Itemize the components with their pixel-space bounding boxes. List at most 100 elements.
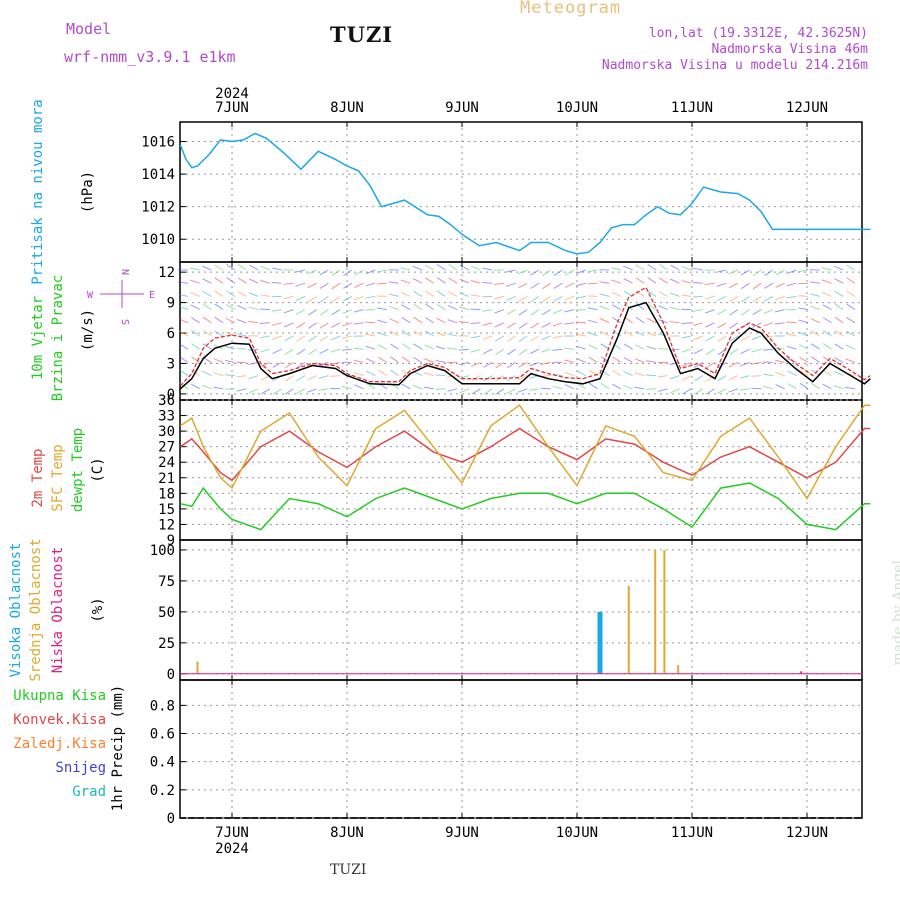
- pressure-frame: [179, 121, 863, 263]
- wind-arrow: [318, 375, 329, 379]
- wind-arrow: [587, 307, 598, 311]
- wind-arrow: [717, 335, 727, 342]
- wind-arrow: [670, 278, 680, 284]
- wind-arrow: [645, 374, 657, 377]
- wind-arrow: [670, 388, 680, 394]
- wind-arrow: [319, 309, 329, 316]
- wind-arrow: [669, 306, 680, 311]
- wind-arrow: [645, 388, 657, 390]
- wind-arrow: [564, 282, 575, 288]
- wind-arrow: [506, 361, 516, 369]
- wind-arrow: [530, 269, 540, 276]
- wind-arrow: [599, 305, 610, 311]
- wind-arrow: [564, 309, 575, 313]
- wind-arrow: [389, 330, 399, 337]
- wind-arrow: [798, 282, 809, 285]
- wind-arrow: [763, 322, 774, 327]
- wind-arrow: [810, 305, 820, 311]
- wind-arrow: [224, 359, 235, 363]
- wind-arrow: [435, 331, 446, 337]
- wind-arrows: [178, 263, 856, 395]
- wind-arrow: [845, 344, 856, 350]
- top-day-label: 11JUN: [671, 100, 713, 116]
- bottom-day-label: 8JUN: [330, 825, 364, 841]
- wind-arrow: [587, 282, 598, 285]
- temp-line-dewpt: [180, 482, 871, 531]
- temperature-ytick-label: 30: [158, 424, 175, 440]
- temp-line-sfc: [179, 404, 871, 500]
- wind-arrow: [191, 330, 200, 337]
- wind-arrow: [530, 295, 540, 303]
- wind-arrow: [296, 348, 306, 356]
- wind-arrow: [506, 295, 516, 301]
- wind-arrow: [704, 295, 715, 300]
- wind-arrow: [413, 343, 423, 350]
- wind-arrow: [448, 264, 458, 271]
- wind-arrow: [319, 282, 329, 290]
- wind-arrow: [611, 267, 622, 271]
- wind-arrow: [470, 294, 481, 297]
- wind-arrow: [542, 282, 551, 290]
- wind-arrow: [834, 343, 844, 350]
- wind-arrow: [646, 331, 657, 337]
- wind-arrow: [458, 361, 469, 366]
- wind-arrow: [786, 282, 797, 287]
- wind-arrow: [787, 370, 797, 377]
- wind-arrow: [260, 361, 271, 367]
- wind-arrow: [341, 385, 352, 390]
- wind-arrow: [774, 322, 785, 325]
- wind-arrow: [366, 383, 376, 390]
- wind-arrow: [834, 330, 844, 337]
- wind-arrow: [179, 343, 189, 350]
- wind-arrow: [471, 361, 481, 367]
- wind-arrow: [751, 348, 762, 353]
- wind-arrow: [376, 282, 387, 285]
- wind-arrow: [540, 348, 551, 353]
- wind-arrow: [634, 358, 645, 363]
- wind-arrow: [190, 383, 200, 390]
- wind-arrow: [624, 316, 633, 324]
- wind-arrow: [495, 361, 505, 369]
- cloud-bar: [800, 671, 803, 674]
- wind-arrow: [236, 375, 247, 378]
- precip-ytick-label: 0.6: [150, 727, 175, 743]
- wind-arrow: [729, 322, 739, 329]
- wind-arrow: [482, 281, 493, 284]
- wind-arrow: [259, 335, 270, 339]
- cloud-bar: [196, 661, 199, 674]
- top-day-label: 7JUN: [215, 100, 249, 116]
- wind-arrow: [612, 317, 622, 324]
- wind-arrow: [728, 361, 739, 368]
- wind-arrow: [284, 335, 294, 342]
- wind-arrow: [495, 388, 505, 395]
- wind-arrow: [331, 309, 341, 316]
- wind-arrow: [259, 308, 270, 311]
- wind-arrow: [378, 369, 388, 377]
- wind-arrow: [518, 282, 528, 289]
- wind-arrow: [365, 269, 376, 275]
- clouds-frame: [179, 539, 863, 681]
- wind-arrow: [412, 278, 423, 284]
- wind-arrow: [330, 348, 341, 353]
- pressure-ylabel: Pritisak na nivou mora: [30, 99, 46, 284]
- wind-arrow: [752, 309, 762, 316]
- wind-arrow: [798, 319, 809, 324]
- wind-arrow: [400, 279, 411, 284]
- wind-arrow: [436, 317, 446, 324]
- compass-e: E: [149, 290, 155, 301]
- wind-arrow: [600, 330, 610, 337]
- wind-arrow: [670, 264, 680, 271]
- wind-arrow: [799, 369, 809, 377]
- wind-arrow: [752, 282, 762, 290]
- wind-arrow: [752, 322, 762, 328]
- temp-unit: (C): [90, 457, 106, 482]
- bottom-day-label: 11JUN: [671, 825, 713, 841]
- wind-arrow: [705, 375, 715, 382]
- wind-arrow: [353, 295, 364, 301]
- wind-arrow: [786, 345, 797, 350]
- wind-arrow: [213, 358, 224, 363]
- wind-arrow: [295, 388, 306, 395]
- precip-legend-item: Snijeg: [55, 760, 106, 776]
- wind-arrow: [425, 290, 434, 297]
- wind-arrow: [295, 269, 306, 273]
